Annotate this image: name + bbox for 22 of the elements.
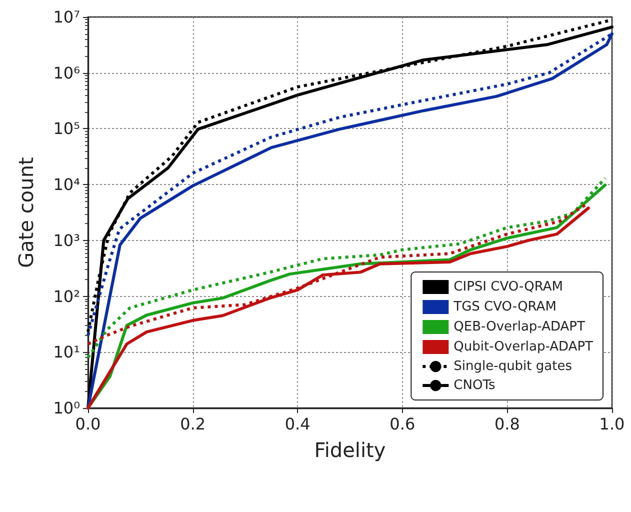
y-tick-label: 10⁴ bbox=[53, 175, 80, 194]
legend-label: TGS CVO-QRAM bbox=[452, 300, 556, 314]
y-tick-label: 10³ bbox=[53, 230, 80, 250]
y-tick-label: 10⁷ bbox=[53, 8, 80, 26]
x-tick-label: 1.0 bbox=[599, 414, 625, 434]
y-tick-label: 10⁵ bbox=[53, 119, 80, 138]
x-tick-label: 0.0 bbox=[75, 414, 101, 434]
legend-label: CNOTs bbox=[454, 378, 496, 393]
y-tick-label: 10⁰ bbox=[53, 398, 80, 418]
x-tick-label: 0.2 bbox=[180, 414, 206, 434]
x-axis-title: Fidelity bbox=[314, 438, 386, 462]
legend-label: Single-qubit gates bbox=[454, 359, 572, 374]
legend-label: Qubit-Overlap-ADAPT bbox=[454, 340, 594, 354]
y-tick-label: 10² bbox=[53, 286, 80, 306]
x-tick-label: 0.8 bbox=[494, 414, 520, 434]
y-tick-label: 10⁶ bbox=[53, 63, 80, 82]
legend-label: QEB-Overlap-ADAPT bbox=[454, 320, 585, 334]
x-tick-label: 0.6 bbox=[390, 414, 416, 434]
x-tick-label: 0.4 bbox=[284, 414, 310, 434]
y-axis-title: Gate count bbox=[14, 157, 38, 268]
legend-label: CIPSI CVO-QRAM bbox=[454, 280, 563, 294]
y-tick-label: 10¹ bbox=[53, 342, 80, 362]
